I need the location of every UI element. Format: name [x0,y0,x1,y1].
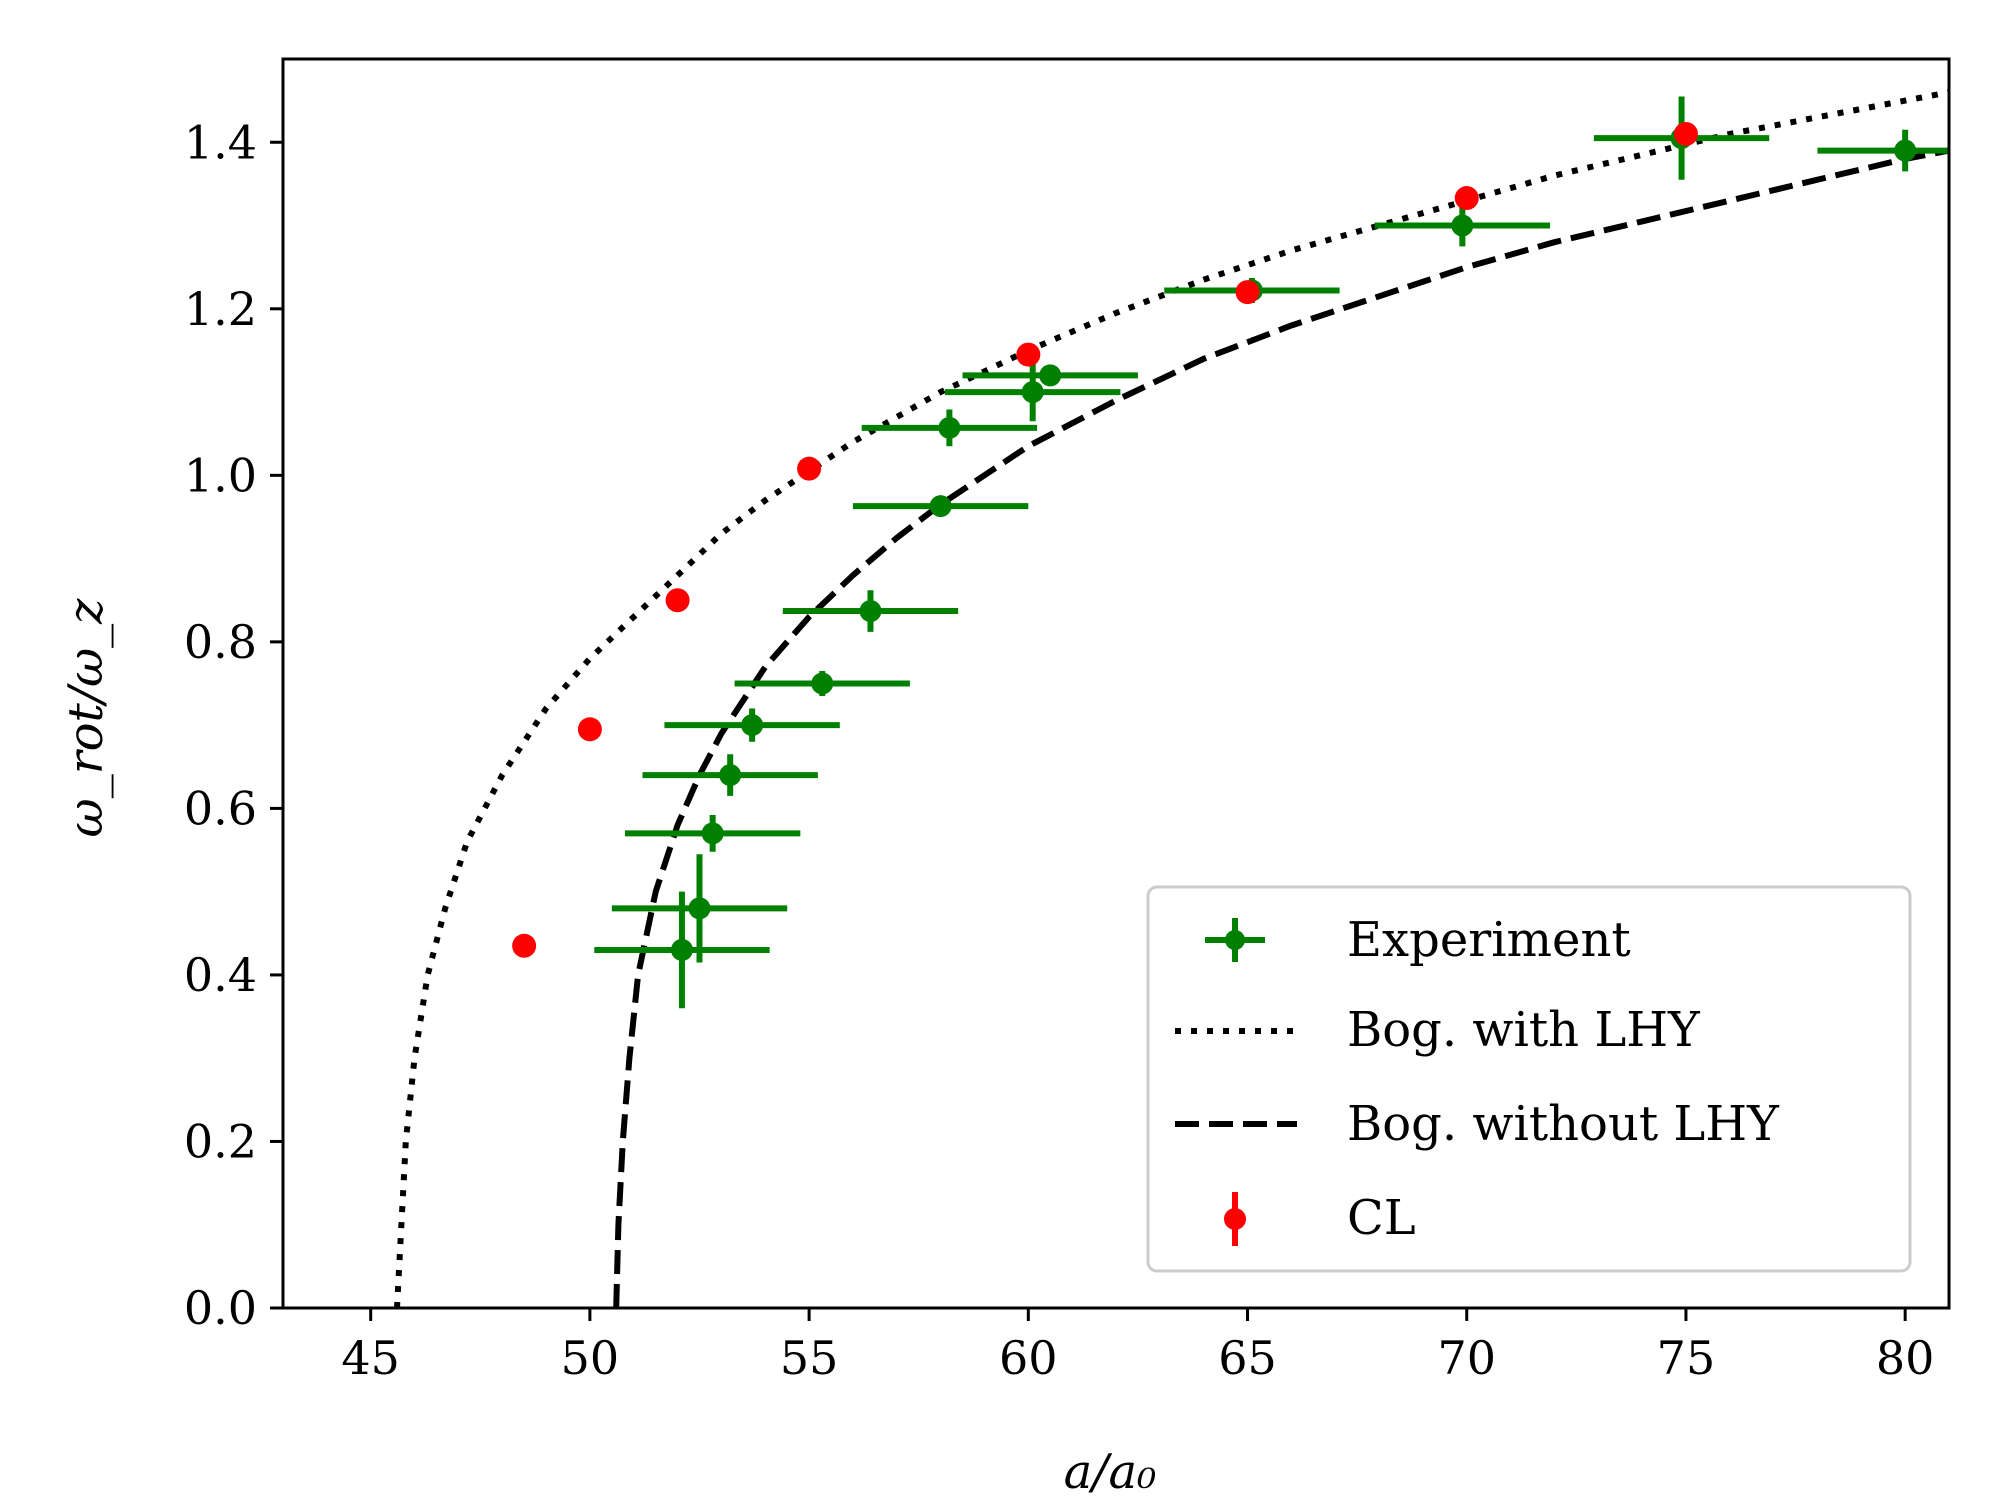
experiment-point [741,714,764,737]
cl-point [577,717,602,742]
legend-cl-marker [1224,1208,1246,1230]
legend-label-bog-without-lhy: Bog. without LHY [1347,1096,1780,1152]
cl-point [797,456,822,481]
x-tick-label: 55 [780,1331,839,1385]
cl-point [665,588,690,613]
x-tick-label: 70 [1437,1331,1496,1385]
experiment-point [688,897,711,920]
y-tick-label: 0.4 [184,948,257,1002]
cl-point [512,933,537,958]
x-tick-label: 65 [1218,1331,1277,1385]
legend-entry-bog-with-lhy: Bog. with LHY [1175,1002,1701,1058]
experiment-point [938,416,961,439]
x-axis-label: a/a₀ [1064,1444,1157,1500]
legend: Experiment Bog. with LHY Bog. without LH… [1146,885,1912,1273]
experiment-point [1451,214,1474,237]
x-tick-label: 80 [1876,1331,1935,1385]
y-tick-label: 0.2 [184,1114,257,1168]
x-tick-label: 45 [341,1331,400,1385]
y-axis-ticks: 0.0 0.2 0.4 0.6 0.8 1.0 1.2 1.4 [184,115,283,1335]
y-tick-label: 0.0 [184,1281,257,1335]
x-tick-label: 50 [561,1331,620,1385]
cl-points-layer [512,121,1698,958]
experiment-point [859,600,882,623]
experiment-point [670,938,693,961]
cl-point [1454,186,1479,211]
x-axis-ticks: 45 50 55 60 65 70 75 80 [341,1308,1934,1385]
y-tick-label: 1.4 [184,115,257,169]
plot-frame [281,57,1951,1310]
legend-entry-bog-without-lhy: Bog. without LHY [1175,1096,1780,1152]
y-tick-label: 0.6 [184,781,257,835]
y-tick-label: 0.8 [184,615,257,669]
legend-label-cl: CL [1347,1190,1416,1246]
legend-entry-experiment: Experiment [1205,912,1631,968]
y-tick-label: 1.0 [184,448,257,502]
cl-point [1673,121,1698,146]
cl-point [1016,342,1041,367]
x-tick-label: 60 [999,1331,1058,1385]
experiment-point [1039,364,1062,387]
experiment-point [929,495,952,518]
y-axis-label: ω_rot/ω_z [58,598,114,838]
x-tick-label: 75 [1657,1331,1716,1385]
legend-label-experiment: Experiment [1347,912,1631,968]
legend-entry-cl: CL [1224,1190,1416,1246]
legend-experiment-marker [1225,930,1245,950]
experiment-point [1894,139,1917,162]
experiment-point [719,764,742,787]
legend-label-bog-with-lhy: Bog. with LHY [1347,1002,1701,1058]
legend-box [1146,885,1912,1273]
cl-point [1235,280,1260,305]
y-tick-label: 1.2 [184,282,257,336]
experiment-point [811,672,834,695]
experiment-point [701,822,724,845]
experiment-point [1021,381,1044,404]
bog-with-lhy-curve [394,89,1949,1308]
